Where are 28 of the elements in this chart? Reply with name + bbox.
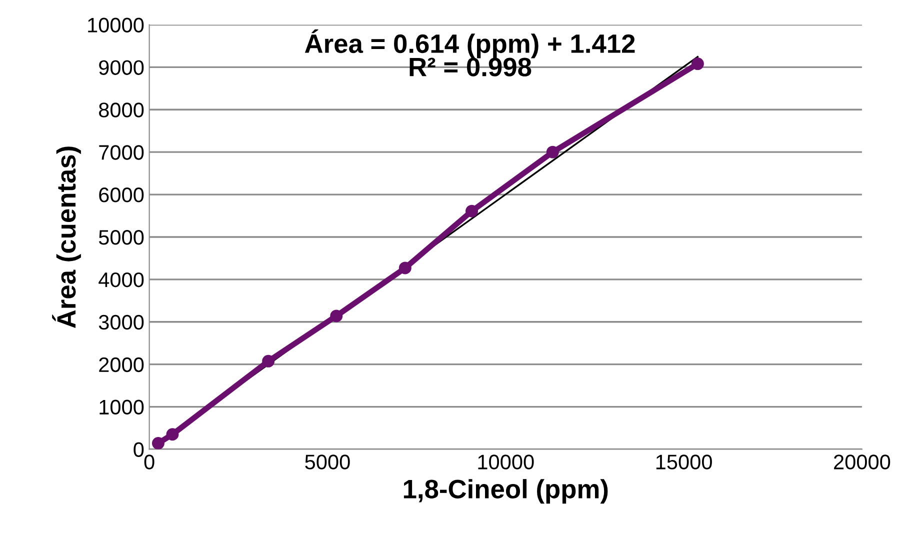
y-tick-label: 3000 xyxy=(98,314,144,330)
y-tick-label: 0 xyxy=(134,442,144,457)
point xyxy=(262,354,275,368)
y-axis-title: Área (cuentas) xyxy=(52,146,81,328)
point xyxy=(152,437,164,450)
point xyxy=(546,146,559,158)
point xyxy=(466,204,478,218)
annotation: Área = 0.614 (ppm) + 1.412 xyxy=(304,29,635,58)
y-tick-label: 7000 xyxy=(99,145,144,160)
x-tick-label: 10000 xyxy=(478,454,534,470)
y-tick-label: 10000 xyxy=(88,18,144,32)
y-tick-label: 9000 xyxy=(99,60,144,75)
x-tick-label: 15000 xyxy=(656,454,712,470)
y-tick-label: 2000 xyxy=(99,357,144,372)
point xyxy=(330,310,343,322)
x-tick-label: 5000 xyxy=(305,454,350,470)
x-tick-label: 0 xyxy=(144,454,154,470)
point xyxy=(691,58,704,70)
annotation: R² = 0.998 xyxy=(410,58,532,76)
point xyxy=(398,262,412,274)
y-tick-label: 6000 xyxy=(99,188,144,202)
x-axis-title: 1,8-Cineol (ppm) xyxy=(404,479,608,504)
y-tick-label: 1000 xyxy=(100,400,144,415)
y-tick-label: 5000 xyxy=(98,230,144,245)
y-tick-label: 8000 xyxy=(99,102,144,118)
point xyxy=(166,428,179,441)
y-tick-label: 4000 xyxy=(98,272,144,288)
x-tick-label: 20000 xyxy=(834,454,890,470)
